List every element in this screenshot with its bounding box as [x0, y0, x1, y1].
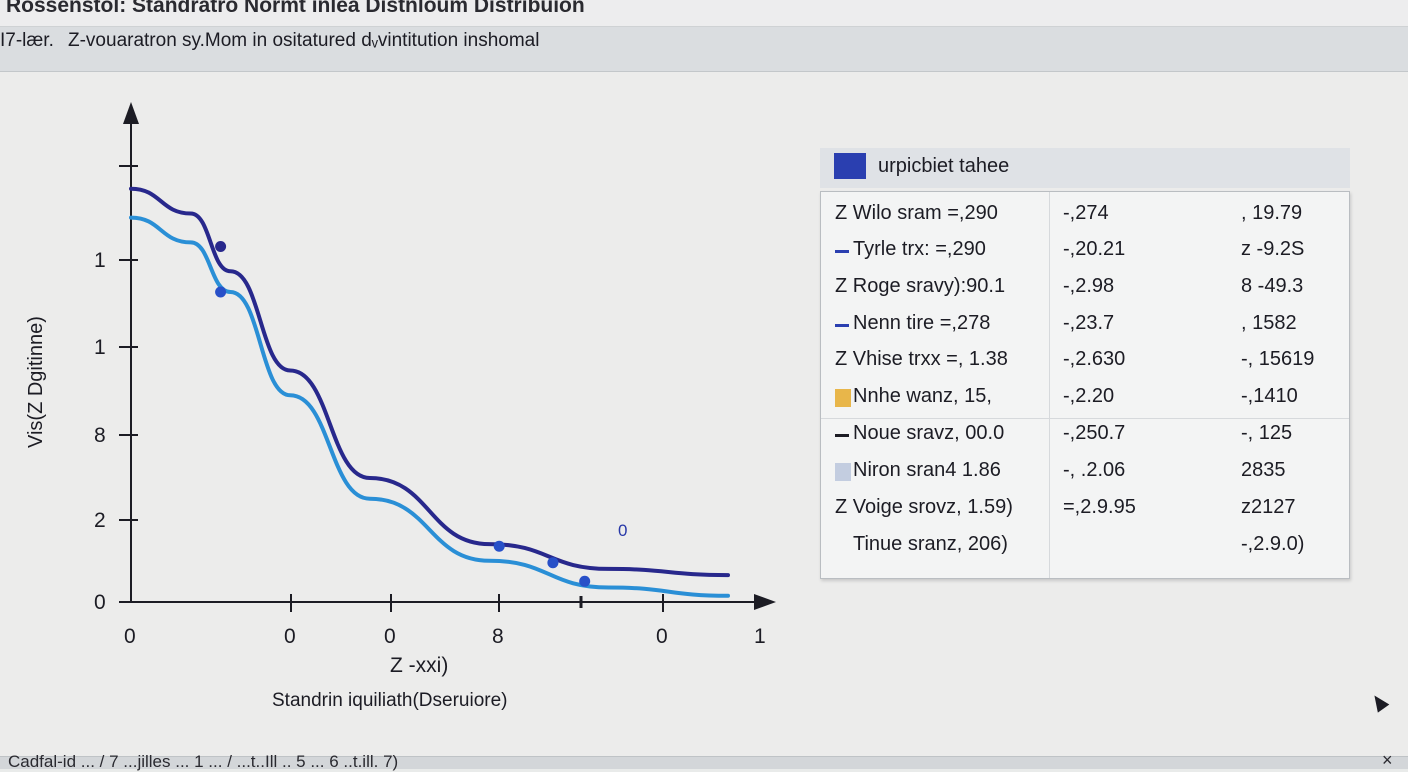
x-axis-label: Z -xxi) — [390, 654, 448, 677]
legend-row-value: -,2.98 — [1063, 275, 1115, 297]
legend-row-value: -,2.9.0) — [1241, 533, 1305, 555]
legend-row-label: Niron sran4 1.86 — [853, 459, 1001, 481]
status-text: Cadfal-id ... / 7 ...jilles ... 1 ... / … — [8, 752, 399, 771]
x-tick-label: 0 — [656, 625, 668, 648]
legend-row-label: Tinue sranz, 206) — [853, 533, 1008, 555]
series-line — [129, 186, 730, 578]
x-tick-label: 0 — [384, 625, 396, 648]
y-tick-label: 2 — [94, 509, 106, 532]
legend-row-value: , 19.79 — [1241, 202, 1303, 224]
legend-row-value: -,274 — [1063, 202, 1109, 224]
legend-row-value: -,2.630 — [1063, 348, 1126, 370]
legend-body: Z Wilo sram =,290 -,274 , 19.79 Tyrle trx: … — [820, 191, 1350, 579]
legend-row-value: , 1582 — [1241, 312, 1297, 334]
legend-row: Z Vhise trxx =, 1.38 -,2.630 -, 15619 — [821, 344, 1349, 380]
legend-row: Nenn tire =,278 -,23.7 , 1582 — [821, 308, 1349, 344]
x-tick-label: 8 — [492, 625, 504, 648]
x-tick-label: 1 — [754, 625, 766, 648]
legend-row-label: Nnhe wanz, 15, — [853, 385, 992, 407]
y-tick-label: 0 — [94, 591, 106, 614]
x-tick-label: 0 — [124, 625, 136, 648]
legend-row: Z Roge sravy):90.1 -,2.98 8 -49.3 — [821, 271, 1349, 307]
legend-row-value: -,20.21 — [1063, 238, 1126, 260]
legend-row-label: Z Voige srovz, 1.59) — [835, 496, 1013, 518]
chart-markers — [215, 241, 591, 587]
x-axis-caption: Standrin iquiliath(Dseruiore) — [272, 690, 508, 711]
legend-row-value: -,1410 — [1241, 385, 1298, 407]
legend-row-value: z2127 — [1241, 496, 1296, 518]
legend-row-value: -,2.20 — [1063, 385, 1115, 407]
y-axis-ticks: 0 2 8 1 1 — [94, 165, 138, 614]
legend-row-value: -,250.7 — [1063, 422, 1126, 444]
legend-row-value: -, 125 — [1241, 422, 1293, 444]
legend-row-value: =,2.9.95 — [1063, 496, 1136, 518]
legend-title: urpicbiet tahee — [878, 155, 1010, 177]
legend-row-label: Z Vhise trxx =, 1.38 — [835, 348, 1008, 370]
legend-row-value: 2835 — [1241, 459, 1286, 481]
y-axis-arrow — [123, 102, 139, 124]
legend-row-value: -, .2.06 — [1063, 459, 1126, 481]
data-point — [215, 286, 227, 298]
legend-row: Niron sran4 1.86 -, .2.06 2835 — [821, 455, 1349, 491]
legend-row-value: -,23.7 — [1063, 312, 1115, 334]
legend-row-value: z -9.2S — [1241, 238, 1305, 260]
legend-row-label: Nenn tire =,278 — [853, 312, 991, 334]
series-line — [129, 215, 730, 598]
legend-marker-icon — [835, 463, 851, 481]
legend-marker-icon — [835, 250, 849, 253]
legend-row: Tyrle trx: =,290 -,20.21 z -9.2S — [821, 234, 1349, 270]
legend-row: Z Voige srovz, 1.59) =,2.9.95 z2127 — [821, 492, 1349, 528]
y-axis-label: Vis(Z Dgitinne) — [25, 316, 47, 448]
legend-row: Noue sravz, 00.0 -,250.7 -, 125 — [821, 418, 1349, 454]
data-point — [493, 540, 505, 552]
legend-header: urpicbiet tahee — [820, 148, 1350, 188]
legend-row: Tinue sranz, 206) -,2.9.0) — [821, 529, 1349, 565]
legend-row-value: 8 -49.3 — [1241, 275, 1304, 297]
status-bar: Cadfal-id ... / 7 ...jilles ... 1 ... / … — [0, 728, 1408, 771]
legend-row-label: Noue sravz, 00.0 — [853, 422, 1005, 444]
legend-row-label: Z Roge sravy):90.1 — [835, 275, 1006, 297]
data-point — [547, 557, 559, 569]
close-icon[interactable]: × — [1382, 750, 1393, 770]
y-tick-label: 8 — [94, 424, 106, 447]
legend-marker-icon — [835, 324, 849, 327]
x-axis-arrow — [754, 594, 776, 610]
window-title: Rossenstol: Standratro Normt inlea Distn… — [6, 0, 585, 17]
legend-row-value: -, 15619 — [1241, 348, 1315, 370]
legend-marker-icon — [835, 389, 851, 407]
window-title-bar: Rossenstol: Standratro Normt inlea Distn… — [0, 0, 1408, 27]
subtitle-text: Z-vouaratron sy.Mom in ositatured dᵥvint… — [68, 30, 540, 51]
status-strip — [0, 756, 1408, 769]
chart-series — [129, 186, 730, 598]
legend-row-label: Tyrle trx: =,290 — [853, 238, 986, 260]
x-tick-label: 0 — [284, 625, 296, 648]
x-axis-ticks: 0 0 0 8 0 1 — [124, 594, 766, 648]
legend-column-divider — [1049, 192, 1050, 578]
data-point — [579, 575, 591, 587]
legend-header-swatch — [834, 153, 866, 179]
data-point — [215, 241, 227, 252]
y-tick-label: 1 — [94, 249, 106, 272]
legend-row-label: Z Wilo sram =,290 — [835, 202, 998, 224]
legend-row: Nnhe wanz, 15, -,2.20 -,1410 — [821, 381, 1349, 417]
chart-annotation: 0 — [618, 521, 627, 540]
legend-marker-icon — [835, 434, 849, 437]
legend-table: urpicbiet tahee Z Wilo sram =,290 -,274 , … — [820, 148, 1350, 579]
y-tick-label: 1 — [94, 336, 106, 359]
subtitle-id: I7-lær. — [0, 30, 54, 51]
legend-row: Z Wilo sram =,290 -,274 , 19.79 — [821, 198, 1349, 234]
legend-row-divider — [821, 418, 1349, 419]
subtitle-bar: I7-lær. Z-vouaratron sy.Mom in ositature… — [0, 27, 1408, 72]
chart-axes — [123, 102, 776, 610]
